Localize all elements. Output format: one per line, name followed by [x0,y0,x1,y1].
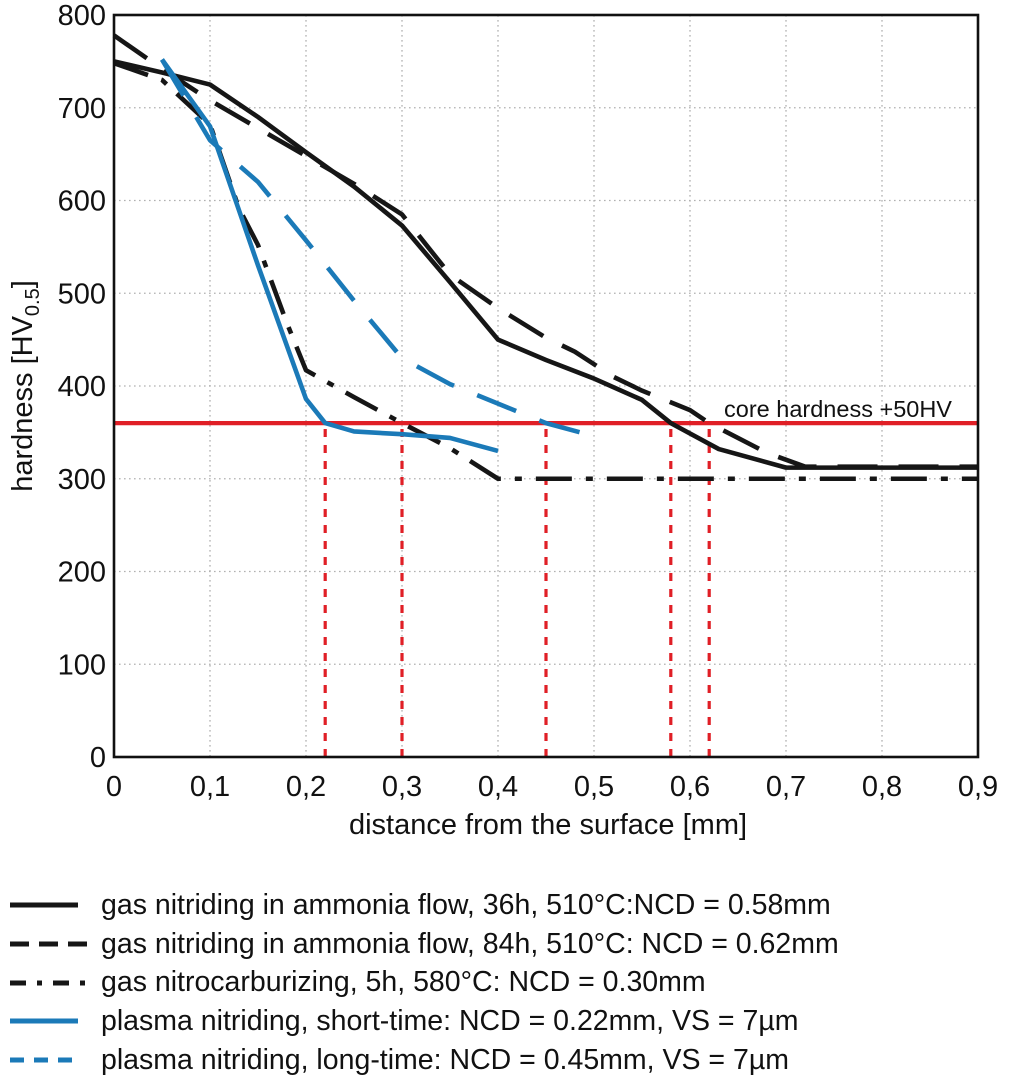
legend-line-sample-solid-blue [8,1016,92,1026]
svg-text:700: 700 [58,93,106,125]
svg-text:100: 100 [58,649,106,681]
x-axis-title: distance from the surface [mm] [349,809,747,841]
plot-border [112,13,980,759]
legend-item: gas nitrocarburizing, 5h, 580°C: NCD = 0… [8,963,1018,1002]
y-axis-title-subscript: 0.5 [22,288,44,316]
legend-line-sample-solid-black [8,900,92,910]
legend-item: gas nitriding in ammonia flow, 84h, 510°… [8,925,1018,964]
svg-text:0,7: 0,7 [766,771,806,803]
svg-text:0,3: 0,3 [382,771,422,803]
legend-label: plasma nitriding, long-time: NCD = 0.45m… [101,1043,790,1076]
svg-text:0,8: 0,8 [862,771,902,803]
legend-item: plasma nitriding, long-time: NCD = 0.45m… [8,1041,1018,1080]
svg-text:500: 500 [58,278,106,310]
svg-text:0: 0 [90,742,106,774]
legend-item: plasma nitriding, short-time: NCD = 0.22… [8,1002,1018,1041]
svg-text:0,2: 0,2 [286,771,326,803]
y-axis-title: hardness [HV0.5] [7,280,44,492]
svg-text:0,4: 0,4 [478,771,518,803]
gridlines [114,15,978,757]
data-series [112,33,978,482]
legend-label: plasma nitriding, short-time: NCD = 0.22… [101,1004,799,1037]
legend-label: gas nitriding in ammonia flow, 36h, 510°… [101,888,831,921]
y-axis-title-main: hardness [HV [7,315,39,491]
svg-text:200: 200 [58,557,106,589]
axis-tick-labels: 0 100 200 300 400 500 600 700 800 0 0,1 0,2 0,3 0,4 0,… [58,0,999,803]
legend-line-sample-dashed-blue [8,1055,92,1065]
svg-text:0,6: 0,6 [670,771,710,803]
hardness-chart: 0 100 200 300 400 500 600 700 800 0 0,1 0,2 0,3 0,4 0,… [7,0,999,841]
svg-text:400: 400 [58,371,106,403]
svg-text:0,9: 0,9 [958,771,998,803]
legend-label: gas nitriding in ammonia flow, 84h, 510°… [101,927,839,960]
svg-text:800: 800 [58,0,106,32]
core-hardness-annotation: core hardness +50HV [724,396,952,422]
svg-text:300: 300 [58,464,106,496]
svg-text:600: 600 [58,186,106,218]
svg-text:0,1: 0,1 [190,771,230,803]
legend-line-sample-dashdot-black [8,978,92,988]
legend-item: gas nitriding in ammonia flow, 36h, 510°… [8,886,1018,925]
reference-lines [114,421,978,757]
svg-text:0: 0 [106,771,122,803]
chart-legend: gas nitriding in ammonia flow, 36h, 510°… [8,886,1018,1079]
legend-label: gas nitrocarburizing, 5h, 580°C: NCD = 0… [101,966,706,999]
svg-text:0,5: 0,5 [574,771,614,803]
legend-line-sample-dashed-black [8,939,92,949]
y-axis-title-end: ] [7,280,39,288]
